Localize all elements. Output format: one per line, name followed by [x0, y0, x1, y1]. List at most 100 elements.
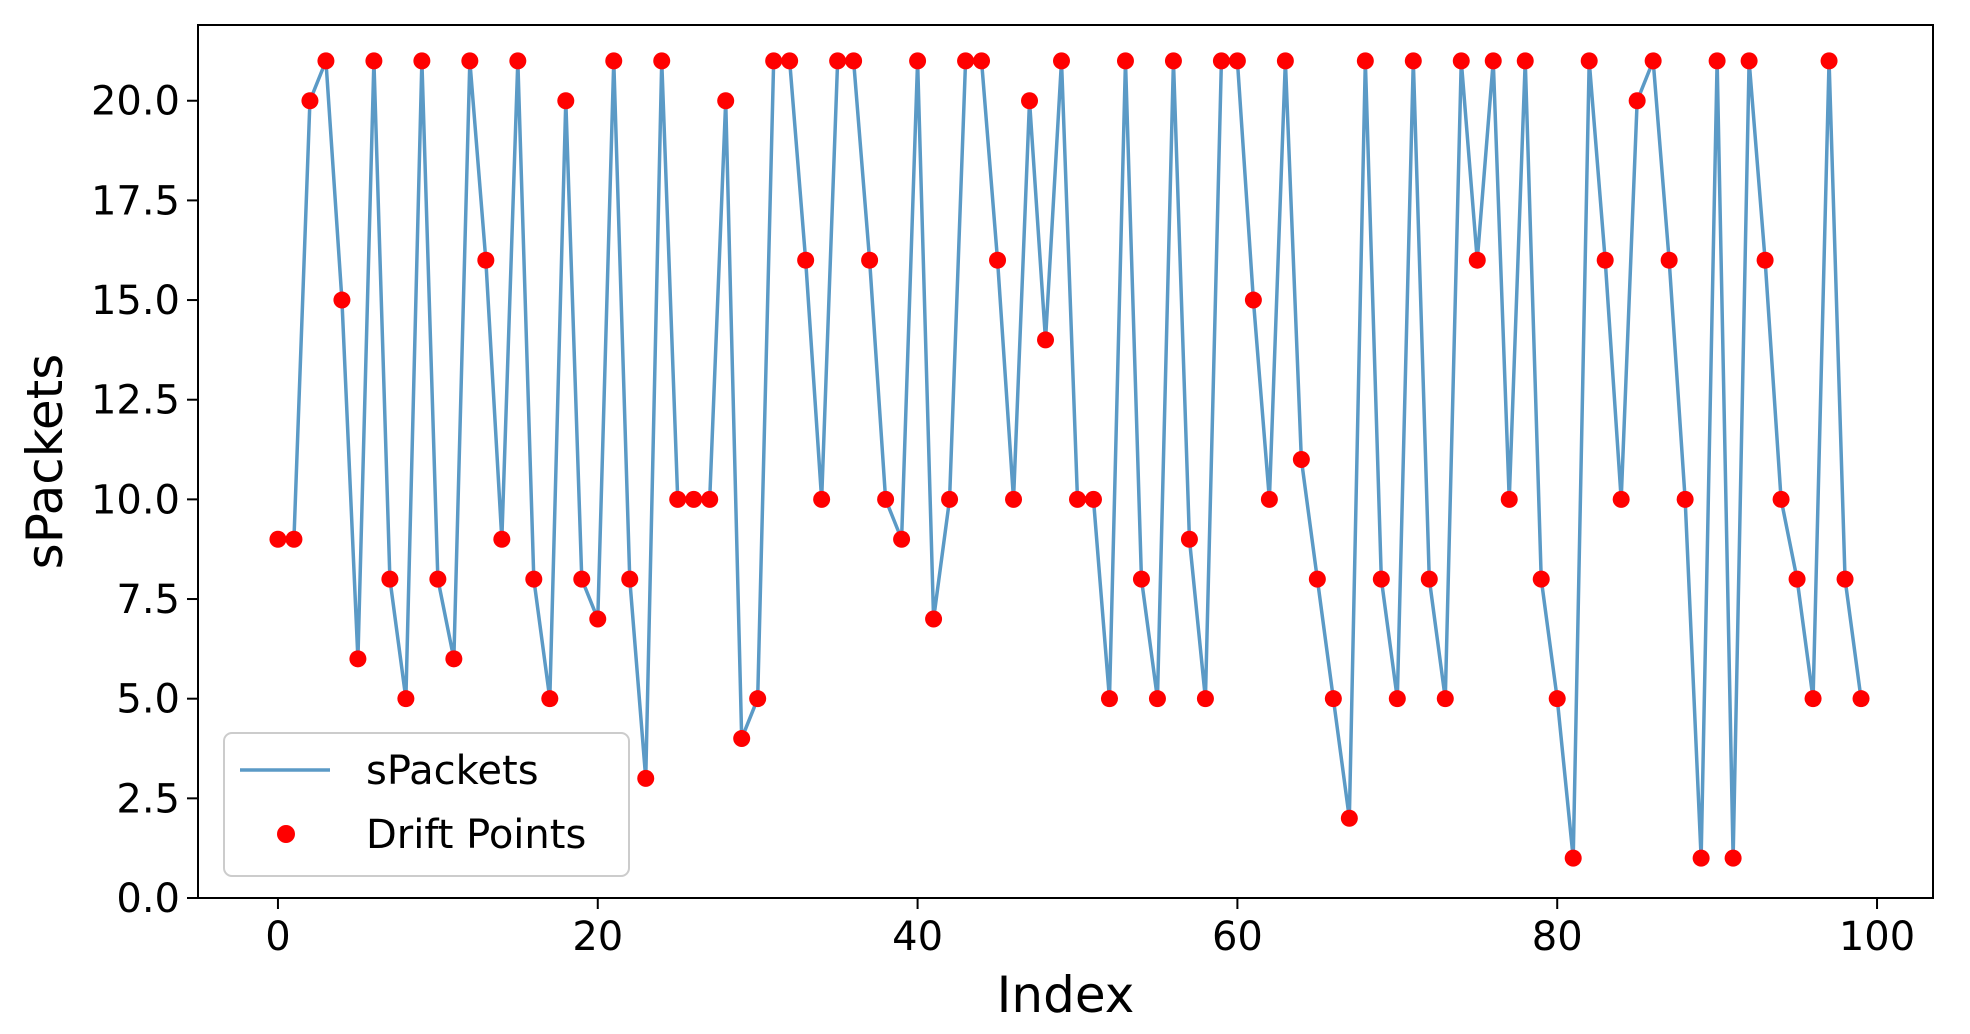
- drift-point: [429, 570, 447, 588]
- drift-point: [1500, 490, 1518, 508]
- drift-point: [1164, 52, 1182, 70]
- y-tick-label: 2.5: [116, 776, 180, 822]
- y-tick-label: 7.5: [116, 577, 180, 623]
- drift-point: [717, 92, 735, 110]
- drift-point: [1676, 490, 1694, 508]
- drift-point: [653, 52, 671, 70]
- drift-point: [941, 490, 959, 508]
- drift-point: [1532, 570, 1550, 588]
- drift-point: [1148, 690, 1166, 708]
- drift-point: [1021, 92, 1039, 110]
- drift-point: [1692, 849, 1710, 867]
- drift-point: [1068, 490, 1086, 508]
- legend-label-drift-points: Drift Points: [366, 812, 586, 858]
- x-tick-label: 80: [1532, 914, 1583, 960]
- drift-point: [1356, 52, 1374, 70]
- drift-point: [1628, 92, 1646, 110]
- drift-point: [1196, 690, 1214, 708]
- drift-point: [381, 570, 399, 588]
- drift-point: [621, 570, 639, 588]
- x-tick-label: 40: [892, 914, 943, 960]
- y-tick-label: 5.0: [116, 677, 180, 723]
- legend-label-spackets: sPackets: [366, 748, 539, 794]
- drift-point: [781, 52, 799, 70]
- drift-point: [541, 690, 559, 708]
- drift-point: [1340, 809, 1358, 827]
- drift-point: [301, 92, 319, 110]
- drift-point: [1276, 52, 1294, 70]
- drift-point: [573, 570, 591, 588]
- plot-frame: [197, 24, 1934, 899]
- drift-point: [269, 530, 287, 548]
- drift-point: [1324, 690, 1342, 708]
- y-tick-label: 0.0: [116, 876, 180, 922]
- drift-point: [973, 52, 991, 70]
- drift-point: [701, 490, 719, 508]
- drift-point: [1132, 570, 1150, 588]
- legend: sPackets Drift Points: [223, 732, 630, 877]
- drift-point: [1484, 52, 1502, 70]
- drift-point: [637, 769, 655, 787]
- drift-point: [1644, 52, 1662, 70]
- drift-point: [1852, 690, 1870, 708]
- drift-point: [557, 92, 575, 110]
- drift-point: [1308, 570, 1326, 588]
- drift-point: [765, 52, 783, 70]
- drift-point: [1100, 690, 1118, 708]
- drift-point: [685, 490, 703, 508]
- drift-point: [1564, 849, 1582, 867]
- x-tick-label: 100: [1839, 914, 1915, 960]
- drift-point: [909, 52, 927, 70]
- drift-point: [1180, 530, 1198, 548]
- y-tick-label: 20.0: [91, 79, 180, 125]
- drift-point: [989, 251, 1007, 269]
- drift-point: [1116, 52, 1134, 70]
- drift-point: [1053, 52, 1070, 70]
- drift-point: [893, 530, 911, 548]
- drift-point: [333, 291, 351, 309]
- y-tick-label: 17.5: [91, 178, 180, 224]
- drift-point: [1388, 690, 1406, 708]
- drift-point: [1804, 690, 1822, 708]
- y-tick-label: 10.0: [91, 477, 180, 523]
- drift-point: [1260, 490, 1278, 508]
- x-axis-label: Index: [997, 966, 1135, 1024]
- drift-point: [797, 251, 815, 269]
- drift-point: [1548, 690, 1566, 708]
- x-tick-label: 0: [265, 914, 290, 960]
- drift-point: [397, 690, 415, 708]
- drift-point: [1005, 490, 1023, 508]
- drift-point: [477, 251, 495, 269]
- drift-point: [1836, 570, 1854, 588]
- drift-point: [1612, 490, 1630, 508]
- drift-point: [1420, 570, 1438, 588]
- drift-point: [1292, 451, 1310, 469]
- drift-point: [1788, 570, 1806, 588]
- y-axis-label: sPackets: [16, 354, 74, 570]
- drift-point: [1756, 251, 1774, 269]
- drift-point: [925, 610, 943, 628]
- drift-point: [317, 52, 335, 70]
- drift-point: [1452, 52, 1470, 70]
- drift-point: [669, 490, 687, 508]
- drift-point: [1596, 251, 1614, 269]
- drift-point: [285, 530, 303, 548]
- drift-point: [605, 52, 623, 70]
- drift-point: [1820, 52, 1838, 70]
- x-tick-label: 20: [572, 914, 623, 960]
- drift-point: [525, 570, 543, 588]
- drift-point: [1468, 251, 1486, 269]
- drift-point: [589, 610, 607, 628]
- drift-point: [1212, 52, 1230, 70]
- drift-point: [1404, 52, 1422, 70]
- y-tick-label: 12.5: [91, 378, 180, 424]
- drift-point: [877, 490, 895, 508]
- drift-point: [1708, 52, 1726, 70]
- legend-marker-swatch: [277, 825, 295, 843]
- y-tick-label: 15.0: [91, 278, 180, 324]
- drift-point: [733, 730, 751, 748]
- drift-point: [1084, 490, 1102, 508]
- drift-point: [861, 251, 879, 269]
- drift-point: [1724, 849, 1742, 867]
